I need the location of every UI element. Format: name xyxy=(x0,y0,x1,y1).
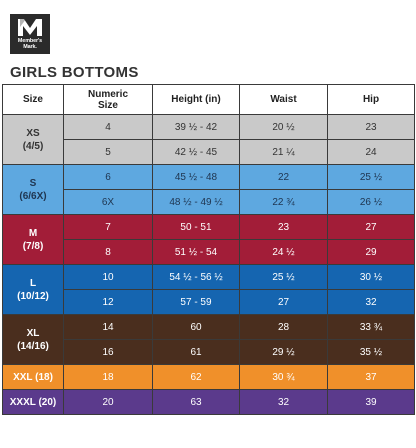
numeric-cell: 4 xyxy=(63,114,153,140)
waist-cell: 21 ¼ xyxy=(239,139,328,165)
height-cell: 50 - 51 xyxy=(152,214,240,240)
size-label-xl: XL (14/16) xyxy=(2,314,64,365)
numeric-cell: 20 xyxy=(63,389,153,415)
page-title: GIRLS BOTTOMS xyxy=(10,64,139,81)
waist-cell: 27 xyxy=(239,289,328,315)
hip-cell: 27 xyxy=(327,214,415,240)
size-label-xxxl: XXXL (20) xyxy=(2,389,64,415)
members-mark-logo: Member's Mark. xyxy=(10,14,50,54)
waist-cell: 28 xyxy=(239,314,328,340)
header-waist: Waist xyxy=(239,84,328,115)
height-cell: 51 ½ - 54 xyxy=(152,239,240,265)
header-size: Size xyxy=(2,84,64,115)
height-cell: 54 ½ - 56 ½ xyxy=(152,264,240,290)
height-cell: 42 ½ - 45 xyxy=(152,139,240,165)
numeric-cell: 6 xyxy=(63,164,153,190)
table-row: 5 42 ½ - 45 21 ¼ 24 xyxy=(3,139,415,165)
hip-cell: 37 xyxy=(327,364,415,390)
height-cell: 61 xyxy=(152,339,240,365)
height-cell: 62 xyxy=(152,364,240,390)
height-cell: 63 xyxy=(152,389,240,415)
hip-cell: 29 xyxy=(327,239,415,265)
height-cell: 60 xyxy=(152,314,240,340)
size-chart-table: Size Numeric Size Height (in) Waist Hip X… xyxy=(2,84,415,415)
height-cell: 45 ½ - 48 xyxy=(152,164,240,190)
hip-cell: 24 xyxy=(327,139,415,165)
header-hip: Hip xyxy=(327,84,415,115)
size-label-l: L (10/12) xyxy=(2,264,64,315)
numeric-cell: 7 xyxy=(63,214,153,240)
header-height: Height (in) xyxy=(152,84,240,115)
numeric-cell: 12 xyxy=(63,289,153,315)
numeric-cell: 14 xyxy=(63,314,153,340)
hip-cell: 33 ¾ xyxy=(327,314,415,340)
table-row: M (7/8) 7 50 - 51 23 27 xyxy=(2,214,415,265)
waist-cell: 30 ¾ xyxy=(239,364,328,390)
height-cell: 39 ½ - 42 xyxy=(152,114,240,140)
waist-cell: 29 ½ xyxy=(239,339,328,365)
hip-cell: 39 xyxy=(327,389,415,415)
numeric-cell: 8 xyxy=(63,239,153,265)
hip-cell: 23 xyxy=(327,114,415,140)
numeric-cell: 6X xyxy=(63,189,153,215)
header-numeric-size: Numeric Size xyxy=(63,84,153,115)
table-row: 6X 48 ½ - 49 ½ 22 ¾ 26 ½ xyxy=(3,189,415,215)
size-label-xs: XS (4/5) xyxy=(2,114,64,165)
hip-cell: 30 ½ xyxy=(327,264,415,290)
table-row: 16 61 29 ½ 35 ½ xyxy=(3,339,415,365)
waist-cell: 22 ¾ xyxy=(239,189,328,215)
size-label-m: M (7/8) xyxy=(2,214,64,265)
table-row: 8 51 ½ - 54 24 ½ 29 xyxy=(3,239,415,265)
table-row: L (10/12) 10 54 ½ - 56 ½ 25 ½ 30 ½ xyxy=(2,264,415,315)
numeric-cell: 16 xyxy=(63,339,153,365)
table-row: S (6/6X) 6 45 ½ - 48 22 25 ½ xyxy=(2,164,415,215)
table-row: 12 57 - 59 27 32 xyxy=(3,289,415,315)
hip-cell: 26 ½ xyxy=(327,189,415,215)
hip-cell: 32 xyxy=(327,289,415,315)
table-row: XXXL (20) 20 63 32 39 xyxy=(2,389,415,415)
size-label-xxl: XXL (18) xyxy=(2,364,64,390)
table-row: XS (4/5) 4 39 ½ - 42 20 ½ 23 xyxy=(2,114,415,165)
m-mark-icon xyxy=(18,19,42,36)
waist-cell: 25 ½ xyxy=(239,264,328,290)
numeric-cell: 5 xyxy=(63,139,153,165)
height-cell: 57 - 59 xyxy=(152,289,240,315)
table-row: XL (14/16) 14 60 28 33 ¾ xyxy=(2,314,415,365)
hip-cell: 35 ½ xyxy=(327,339,415,365)
waist-cell: 22 xyxy=(239,164,328,190)
brand-name: Member's Mark. xyxy=(17,38,43,50)
waist-cell: 32 xyxy=(239,389,328,415)
waist-cell: 23 xyxy=(239,214,328,240)
waist-cell: 20 ½ xyxy=(239,114,328,140)
table-row: XXL (18) 18 62 30 ¾ 37 xyxy=(2,364,415,390)
height-cell: 48 ½ - 49 ½ xyxy=(152,189,240,215)
header-row: Size Numeric Size Height (in) Waist Hip xyxy=(2,84,415,115)
numeric-cell: 10 xyxy=(63,264,153,290)
numeric-cell: 18 xyxy=(63,364,153,390)
hip-cell: 25 ½ xyxy=(327,164,415,190)
size-label-s: S (6/6X) xyxy=(2,164,64,215)
waist-cell: 24 ½ xyxy=(239,239,328,265)
